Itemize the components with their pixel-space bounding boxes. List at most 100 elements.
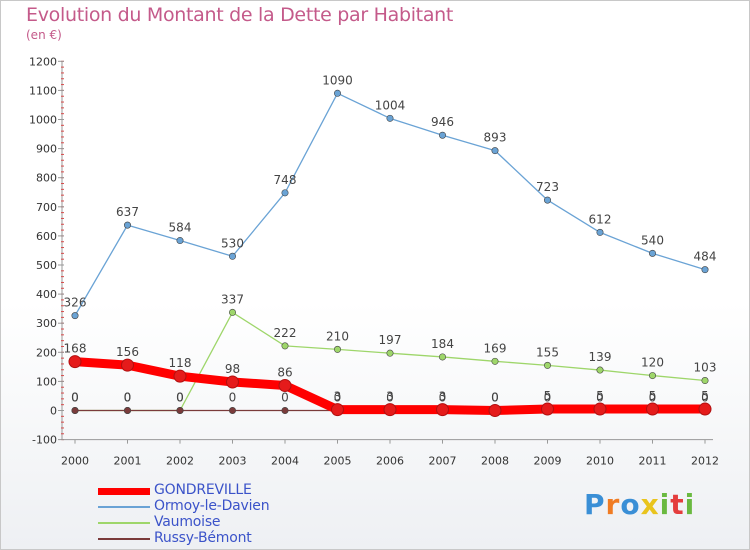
series-point — [176, 406, 184, 414]
y-tick-label: 600 — [36, 230, 57, 243]
data-label: 0 — [649, 391, 657, 405]
data-label: 139 — [589, 350, 612, 364]
data-label: 5 — [544, 389, 552, 403]
data-label: 3 — [439, 390, 447, 404]
logo-letter: o — [620, 488, 641, 521]
series-point — [281, 189, 289, 197]
series-point — [229, 308, 237, 316]
series-point — [68, 355, 82, 369]
legend-swatch — [98, 506, 150, 508]
data-label: 0 — [176, 391, 184, 405]
x-tick-label: 2008 — [481, 455, 509, 468]
data-label: 0 — [71, 391, 79, 405]
series-point — [333, 345, 341, 353]
proxiti-logo: Proxiti — [584, 488, 695, 521]
data-label: 748 — [274, 173, 297, 187]
series-point — [229, 406, 237, 414]
data-label: 197 — [379, 333, 402, 347]
x-tick-label: 2011 — [639, 455, 667, 468]
data-label: 0 — [439, 391, 447, 405]
data-label: 98 — [225, 362, 240, 376]
data-label: 3 — [386, 390, 394, 404]
series-point — [648, 372, 656, 380]
legend-swatch — [98, 538, 150, 540]
series-point — [541, 402, 554, 416]
x-tick-label: 2005 — [324, 455, 352, 468]
data-label: 637 — [116, 205, 139, 219]
x-tick-label: 2003 — [219, 455, 247, 468]
logo-letter: i — [684, 488, 696, 521]
series-point — [173, 369, 187, 383]
series-point — [383, 403, 397, 417]
data-label: 222 — [274, 326, 297, 340]
y-tick-label: 300 — [36, 317, 57, 330]
logo-letter: t — [670, 488, 685, 521]
data-label: 337 — [221, 292, 244, 306]
legend-swatch — [98, 487, 150, 495]
series-point — [438, 131, 446, 139]
legend-label: Russy-Bémont — [154, 530, 252, 546]
data-label: 0 — [596, 391, 604, 405]
series-point — [176, 237, 184, 245]
data-label: 946 — [431, 115, 454, 129]
x-tick-label: 2006 — [376, 455, 404, 468]
series-point — [281, 342, 289, 350]
series-point — [124, 221, 132, 229]
series-point — [543, 196, 551, 204]
series-point — [646, 402, 659, 416]
series-line-1 — [74, 92, 706, 317]
data-label: 169 — [484, 341, 507, 355]
series-point — [436, 403, 449, 417]
y-tick-label: 100 — [36, 375, 57, 388]
y-tick-label: 0 — [50, 405, 57, 418]
x-tick-label: 2002 — [166, 455, 194, 468]
data-label: 612 — [589, 212, 612, 226]
series-point — [124, 406, 132, 414]
data-label: 1090 — [322, 73, 353, 87]
y-tick-label: 700 — [36, 201, 57, 214]
data-label: 168 — [64, 342, 87, 356]
data-label: 5 — [701, 389, 709, 403]
data-label: 1004 — [375, 98, 406, 112]
series-point — [121, 358, 134, 372]
x-tick-label: 2012 — [691, 455, 719, 468]
axes: -100010020030040050060070080090010001100… — [29, 55, 719, 467]
series-point — [491, 147, 499, 155]
legend-label: GONDREVILLE — [154, 482, 252, 498]
y-tick-label: 1000 — [29, 114, 57, 127]
series-point — [596, 228, 604, 236]
x-tick-label: 2007 — [429, 455, 457, 468]
logo-letter: r — [605, 488, 621, 521]
y-tick-label: 400 — [36, 288, 57, 301]
legend-label: Ormoy-le-Davien — [154, 498, 270, 514]
y-tick-label: 500 — [36, 259, 57, 272]
data-label: 156 — [116, 345, 139, 359]
data-label: 210 — [326, 329, 349, 343]
series-point — [543, 361, 551, 369]
series-point — [648, 249, 656, 257]
data-label: 0 — [544, 391, 552, 405]
logo-letter: i — [659, 488, 671, 521]
series-group — [68, 89, 712, 417]
data-label: 0 — [176, 391, 184, 405]
legend-swatch — [98, 522, 150, 524]
data-label: 723 — [536, 180, 559, 194]
series-point — [71, 312, 79, 320]
series-point — [698, 402, 712, 416]
series-point — [438, 353, 446, 361]
series-point — [229, 252, 237, 260]
x-tick-label: 2001 — [114, 455, 142, 468]
y-tick-label: -100 — [32, 434, 57, 447]
series-point — [333, 89, 341, 97]
series-point — [701, 266, 709, 274]
series-point — [226, 375, 239, 389]
x-tick-label: 2009 — [534, 455, 562, 468]
data-label: 0 — [701, 391, 709, 405]
logo-letter: P — [584, 488, 606, 521]
series-point — [701, 377, 709, 385]
legend-label: Vaumoise — [154, 514, 221, 530]
series-point — [596, 366, 604, 374]
series-point — [331, 403, 344, 417]
